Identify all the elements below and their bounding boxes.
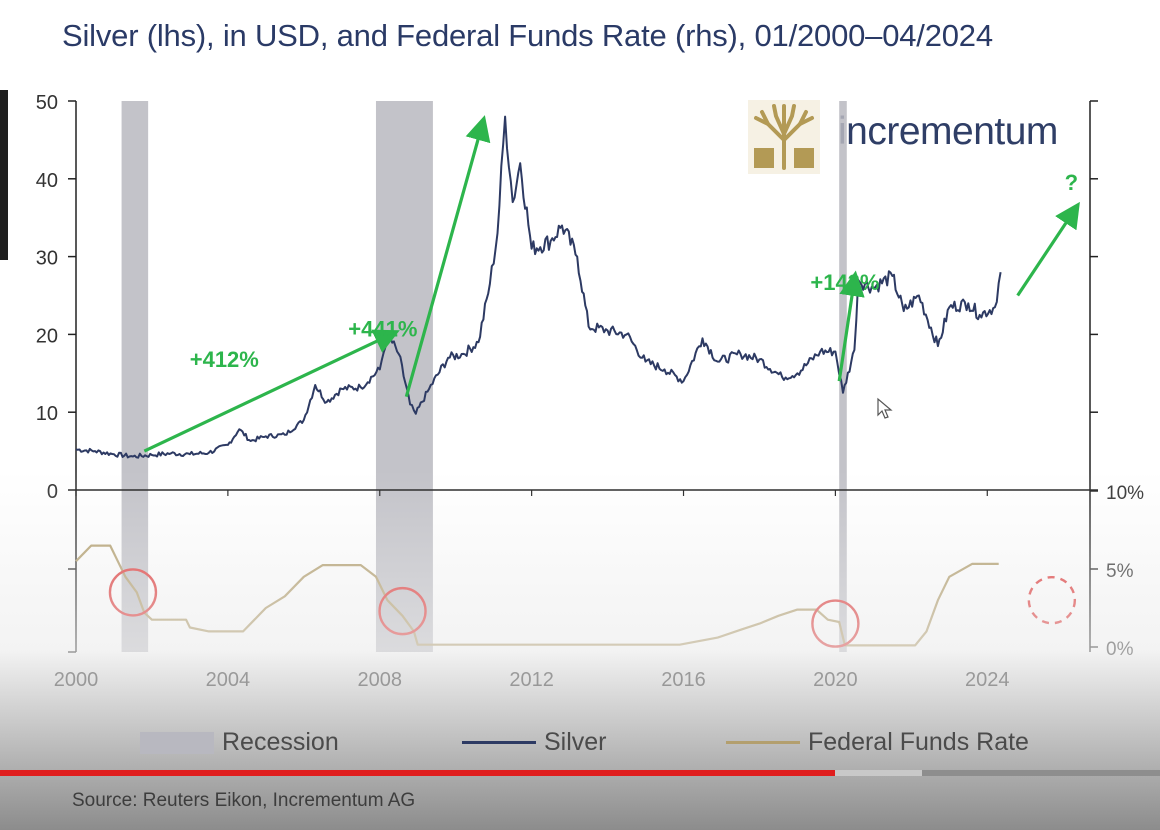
chart-legend: Recession Silver Federal Funds Rate	[0, 728, 1160, 764]
mouse-cursor-icon	[877, 397, 893, 419]
recession-band-2	[839, 101, 847, 652]
silver-tick-label: 0	[47, 481, 58, 503]
legend-silver-swatch	[462, 741, 536, 744]
growth-arrow-2	[837, 270, 865, 382]
chart-axes: 0 10 20 30 40 50 0% 5% 10% 2000 2004 2008 2012 2016 20…	[36, 92, 1144, 691]
logo-wordmark: incrementum	[838, 110, 1058, 153]
silver-series-line	[75, 115, 1002, 459]
silver-tick-label: 50	[36, 92, 58, 114]
fed-tick-label: 0%	[1106, 639, 1134, 660]
growth-label: ?	[1065, 170, 1078, 195]
chart-title: Silver (lhs), in USD, and Federal Funds …	[62, 18, 993, 53]
progress-buffered	[835, 770, 923, 776]
growth-label: +441%	[348, 316, 417, 341]
fed-funds-series-line	[75, 544, 999, 647]
x-tick-label: 2012	[509, 669, 554, 691]
source-note: Source: Reuters Eikon, Incrementum AG	[72, 790, 416, 811]
fed-tick-label: 5%	[1106, 561, 1134, 582]
silver-tick-label: 40	[36, 170, 58, 192]
growth-label: +412%	[190, 347, 259, 372]
x-tick-label: 2000	[54, 669, 99, 691]
legend-fed-label: Federal Funds Rate	[808, 728, 1029, 756]
silver-tick-label: 20	[36, 325, 58, 347]
legend-silver-label: Silver	[544, 728, 607, 756]
growth-arrow-3	[1016, 201, 1080, 297]
legend-fed: Federal Funds Rate	[726, 728, 1029, 757]
chart-series	[75, 115, 1002, 647]
chart-annotations: +412% +441% +143%?	[108, 115, 1080, 648]
x-tick-label: 2024	[965, 669, 1010, 691]
legend-recession-swatch	[140, 731, 214, 754]
x-tick-label: 2020	[813, 669, 858, 691]
growth-arrow-1	[404, 115, 491, 398]
legend-recession: Recession	[140, 728, 339, 757]
x-tick-label: 2016	[661, 669, 706, 691]
tree-logo-icon	[748, 100, 820, 174]
rate-cut-circle	[811, 599, 860, 648]
legend-fed-swatch	[726, 741, 800, 744]
forecast-circle-dashed	[1027, 576, 1077, 625]
legend-silver: Silver	[462, 728, 607, 757]
growth-label: +143%	[810, 270, 879, 295]
recession-bands	[121, 101, 847, 652]
video-progress-bar[interactable]	[0, 770, 1160, 776]
growth-arrow-0	[143, 329, 400, 453]
chart-svg: 0 10 20 30 40 50 0% 5% 10% 2000 2004 2008 2012 2016 20…	[36, 92, 1144, 691]
x-tick-label: 2004	[206, 669, 251, 691]
incrementum-logo: incrementum	[748, 100, 1078, 174]
progress-played	[0, 770, 836, 776]
silver-tick-label: 10	[36, 403, 58, 425]
legend-recession-label: Recession	[222, 728, 339, 756]
x-tick-label: 2008	[358, 669, 403, 691]
fed-tick-label: 10%	[1106, 483, 1144, 504]
frame-edge	[0, 90, 8, 260]
silver-tick-label: 30	[36, 248, 58, 270]
